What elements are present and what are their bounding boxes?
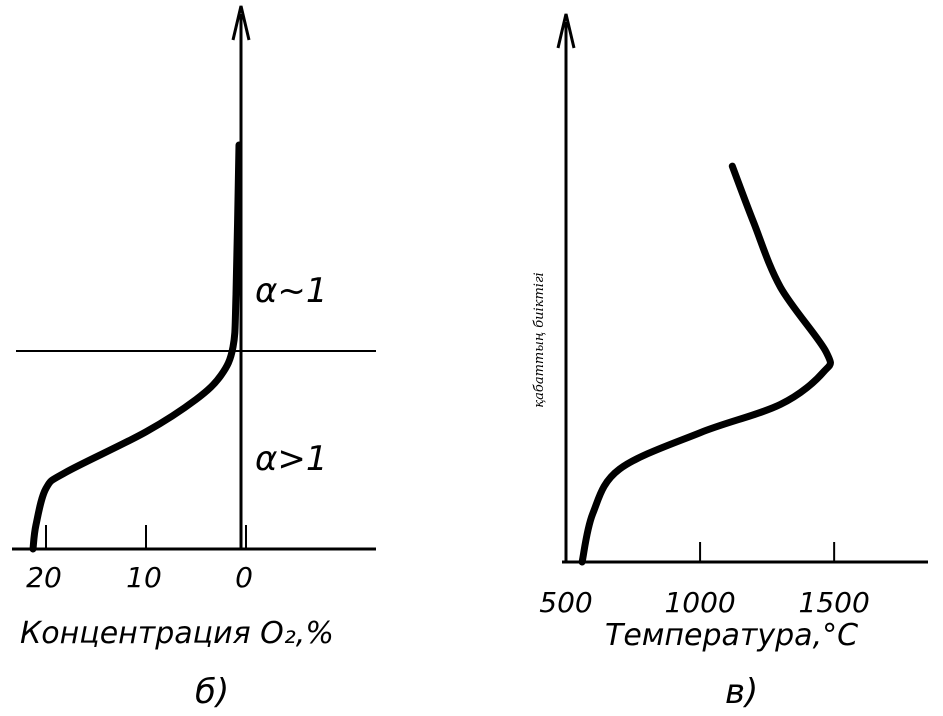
v-x-tick-label-1: 1000 bbox=[664, 586, 735, 619]
b-x-tick-label-2: 0 bbox=[235, 561, 253, 594]
v-y-axis-arrow bbox=[556, 13, 576, 49]
b-x-tick-label-0: 20 bbox=[26, 561, 62, 594]
b-region-label-upper: α~1 bbox=[255, 271, 328, 311]
v-series-line bbox=[578, 162, 834, 566]
b-y-axis-arrow bbox=[231, 5, 251, 41]
b-x-axis-label: Концентрация O₂,% bbox=[20, 616, 334, 651]
b-ticks: 20 10 0 bbox=[26, 525, 253, 594]
v-x-tick-label-0: 500 bbox=[539, 586, 592, 619]
panel-b: 20 10 0 α~1 α>1 Концентрация O₂,% б) bbox=[12, 5, 376, 712]
v-x-tick-label-2: 1500 bbox=[799, 586, 870, 619]
b-region-label-lower: α>1 bbox=[255, 439, 328, 479]
b-series-line bbox=[29, 141, 243, 553]
b-x-tick-label-1: 10 bbox=[126, 561, 162, 594]
b-panel-label: б) bbox=[195, 672, 229, 712]
v-x-axis-label: Температура,°C bbox=[605, 618, 858, 653]
v-ticks: 500 1000 1500 bbox=[539, 542, 870, 619]
v-y-axis-label: қабаттың биіктігі bbox=[532, 272, 547, 407]
v-panel-label: в) bbox=[725, 672, 758, 712]
panel-v: 500 1000 1500 қабаттың биіктігі Температур… bbox=[532, 13, 928, 712]
